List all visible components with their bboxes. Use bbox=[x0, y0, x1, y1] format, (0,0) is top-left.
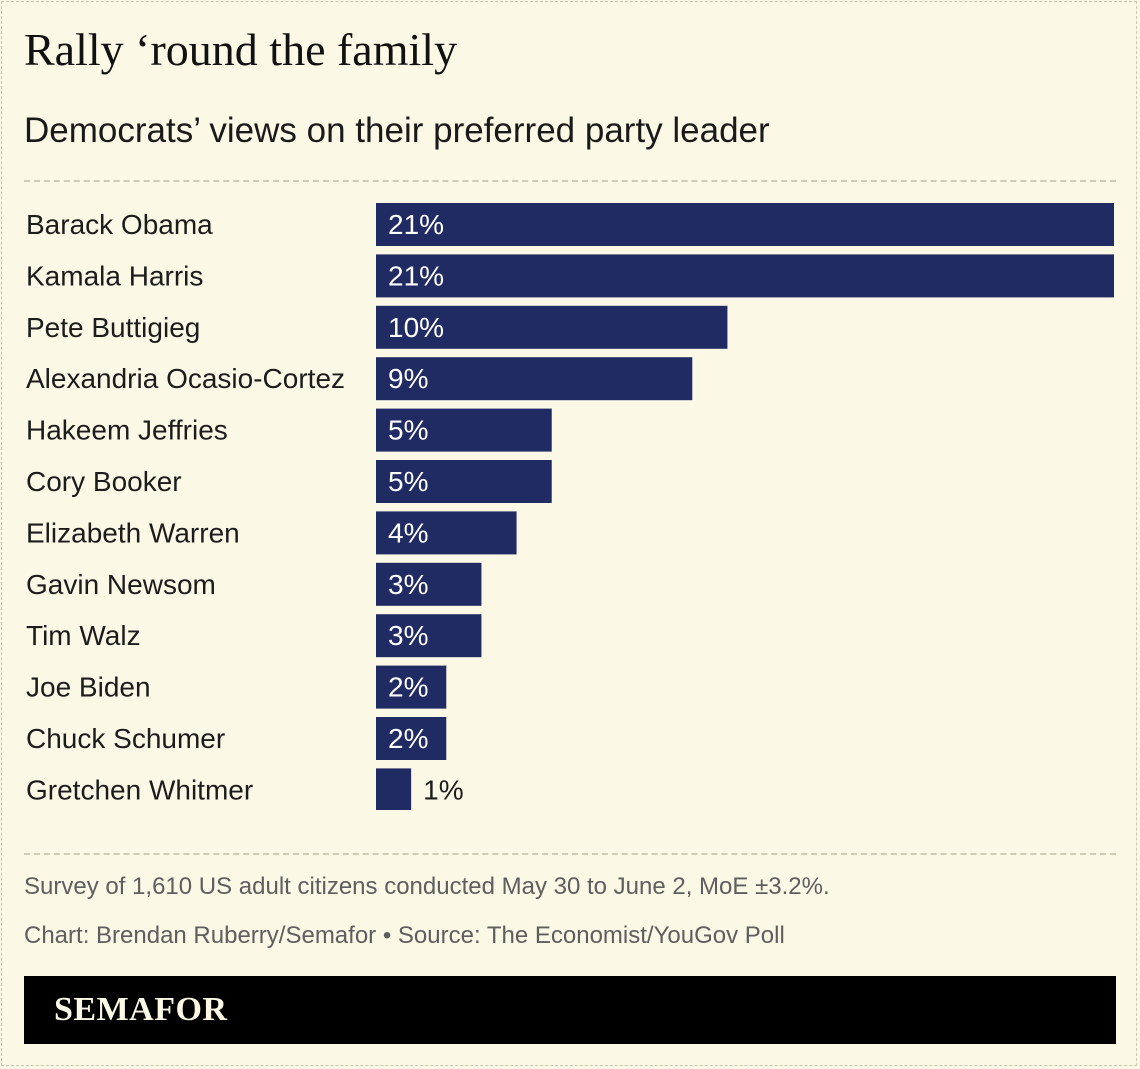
bar bbox=[376, 614, 482, 658]
category-label: Cory Booker bbox=[26, 466, 182, 497]
value-label: 3% bbox=[388, 620, 428, 651]
category-label: Hakeem Jeffries bbox=[26, 415, 228, 446]
bar bbox=[376, 768, 412, 810]
bar bbox=[376, 408, 552, 452]
category-label: Barack Obama bbox=[26, 209, 213, 240]
bar bbox=[376, 305, 728, 349]
value-label: 5% bbox=[388, 466, 428, 497]
value-label: 21% bbox=[388, 209, 444, 240]
category-label: Kamala Harris bbox=[26, 260, 203, 291]
value-label: 4% bbox=[388, 517, 428, 548]
bottom-divider bbox=[24, 853, 1116, 855]
category-label: Pete Buttigieg bbox=[26, 312, 200, 343]
value-label: 2% bbox=[388, 672, 428, 703]
bar bbox=[376, 562, 482, 606]
bar bbox=[376, 254, 1114, 298]
value-label: 2% bbox=[388, 723, 428, 754]
bar bbox=[376, 717, 447, 760]
category-label: Elizabeth Warren bbox=[26, 517, 240, 548]
footer-bar: SEMAFOR bbox=[24, 976, 1116, 1044]
value-label: 21% bbox=[388, 260, 444, 291]
category-label: Chuck Schumer bbox=[26, 723, 225, 754]
semafor-logo: SEMAFOR bbox=[54, 991, 228, 1028]
chart-title: Rally ‘round the family bbox=[24, 24, 458, 75]
bar bbox=[376, 665, 447, 709]
bar-chart: Barack Obama 21% Kamala Harris 21% Pete Butt… bbox=[26, 203, 1114, 810]
value-label: 10% bbox=[388, 312, 444, 343]
value-label: 9% bbox=[388, 363, 428, 394]
bar bbox=[376, 460, 552, 503]
category-label: Joe Biden bbox=[26, 672, 151, 703]
category-label: Tim Walz bbox=[26, 620, 141, 651]
value-label: 3% bbox=[388, 569, 428, 600]
survey-note: Survey of 1,610 US adult citizens conduc… bbox=[24, 873, 830, 900]
top-divider bbox=[24, 180, 1116, 182]
category-label: Alexandria Ocasio-Cortez bbox=[26, 363, 345, 394]
category-label: Gavin Newsom bbox=[26, 569, 216, 600]
source-credit: Chart: Brendan Ruberry/Semafor • Source:… bbox=[24, 922, 785, 949]
value-label: 1% bbox=[423, 774, 463, 805]
chart-subtitle: Democrats’ views on their preferred part… bbox=[24, 111, 770, 150]
bar bbox=[376, 357, 693, 401]
value-label: 5% bbox=[388, 415, 428, 446]
bar bbox=[376, 511, 517, 555]
bar bbox=[376, 203, 1114, 246]
category-label: Gretchen Whitmer bbox=[26, 774, 253, 805]
